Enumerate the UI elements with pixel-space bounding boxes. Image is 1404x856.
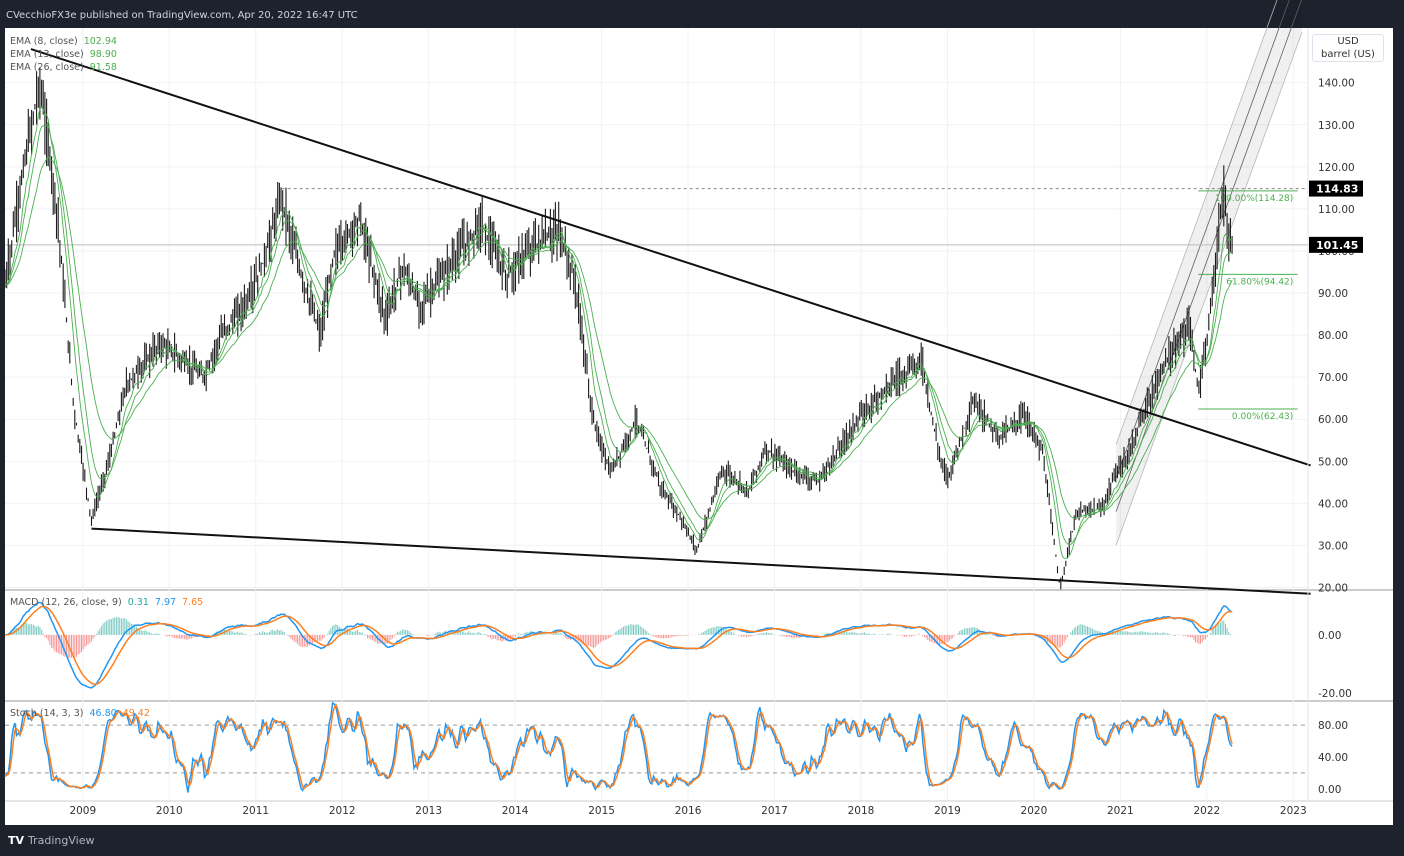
- macd-tick-label: 0.00: [1318, 630, 1341, 642]
- price-label: 114.83: [1316, 183, 1358, 196]
- macd-signal-value: 7.65: [182, 597, 204, 608]
- ema-8-value: 102.94: [83, 36, 117, 47]
- stoch-tick-label: 40.00: [1318, 752, 1348, 764]
- fib-level-label: 61.80%(94.42): [1226, 277, 1293, 287]
- ema-13-label: EMA (13, close): [10, 49, 84, 60]
- unit-name-label: barrel (US): [1321, 49, 1375, 60]
- stoch-k-value: 46.80: [89, 708, 117, 719]
- signal-line: [5, 605, 1233, 685]
- macd-tick-label: -20.00: [1318, 688, 1352, 700]
- stoch-d-value: 49.42: [122, 708, 150, 719]
- ema-legend-26: EMA (26, close) 91.58: [10, 61, 123, 74]
- y-tick-label: 120.00: [1318, 162, 1355, 174]
- price-label-box: [1309, 236, 1363, 253]
- regression-channel-line: [1115, 0, 1278, 445]
- fib-level-label: 0.00%(62.43): [1232, 412, 1293, 422]
- y-tick-label: 140.00: [1318, 78, 1355, 90]
- y-tick-label: 30.00: [1318, 540, 1348, 552]
- stoch-legend: Stoch (14, 3, 3) 46.80 49.42: [10, 708, 156, 719]
- y-tick-label: 130.00: [1318, 120, 1355, 132]
- stoch-legend-label: Stoch (14, 3, 3): [10, 708, 84, 719]
- ema-8-label: EMA (8, close): [10, 36, 78, 47]
- macd-legend: MACD (12, 26, close, 9) 0.31 7.97 7.65: [10, 597, 209, 608]
- brand-label: TradingView: [28, 834, 95, 847]
- x-tick-label: 2023: [1280, 805, 1307, 817]
- price-bars: [4, 67, 1233, 590]
- ema-26-label: EMA (26, close): [10, 62, 84, 73]
- ema-26-value: 91.58: [89, 62, 117, 73]
- y-tick-label: 70.00: [1318, 372, 1348, 384]
- tradingview-logo-mark: TV: [8, 834, 25, 847]
- ema-8-line: [4, 106, 1233, 559]
- y-tick-label: 50.00: [1318, 456, 1348, 468]
- stoch-tick-label: 80.00: [1318, 720, 1348, 732]
- macd-legend-label: MACD (12, 26, close, 9): [10, 597, 122, 608]
- x-tick-label: 2018: [848, 805, 875, 817]
- ema-13-line: [4, 124, 1233, 545]
- unit-label[interactable]: USD barrel (US): [1312, 34, 1384, 62]
- ema-legend-13: EMA (13, close) 98.90: [10, 48, 123, 61]
- ema-legend: EMA (8, close) 102.94 EMA (13, close) 98.9…: [10, 35, 123, 74]
- x-tick-label: 2009: [69, 805, 96, 817]
- trendline: [91, 527, 1311, 595]
- x-tick-label: 2019: [934, 805, 961, 817]
- stoch-tick-label: 0.00: [1318, 784, 1341, 796]
- publish-info: CVecchioFX3e published on TradingView.co…: [6, 10, 358, 21]
- y-tick-label: 40.00: [1318, 498, 1348, 510]
- x-tick-label: 2022: [1193, 805, 1220, 817]
- x-tick-label: 2020: [1021, 805, 1048, 817]
- ema-13-value: 98.90: [89, 49, 117, 60]
- stoch-d-line: [4, 703, 1233, 790]
- x-tick-label: 2013: [415, 805, 442, 817]
- y-tick-label: 60.00: [1318, 414, 1348, 426]
- macd-histogram-value: 0.31: [127, 597, 149, 608]
- trendline: [30, 48, 1311, 467]
- x-tick-label: 2021: [1107, 805, 1134, 817]
- price-label-box: [1309, 180, 1363, 197]
- y-tick-label: 110.00: [1318, 204, 1355, 216]
- publish-bar: CVecchioFX3e published on TradingView.co…: [0, 0, 1404, 28]
- x-tick-label: 2017: [761, 805, 788, 817]
- ema-26-line: [4, 156, 1233, 521]
- fib-level-label: 100.00%(114.28): [1215, 194, 1294, 204]
- x-tick-label: 2014: [502, 805, 529, 817]
- price-label: 101.45: [1316, 239, 1358, 252]
- x-tick-label: 2016: [675, 805, 702, 817]
- regression-channel-fill: [1116, 0, 1302, 546]
- x-tick-label: 2011: [242, 805, 269, 817]
- stoch-k-line: [4, 701, 1233, 793]
- y-tick-label: 20.00: [1318, 582, 1348, 594]
- ema-legend-8: EMA (8, close) 102.94: [10, 35, 123, 48]
- regression-channel-line: [1115, 32, 1303, 546]
- x-tick-label: 2015: [588, 805, 615, 817]
- regression-channel-line: [1115, 0, 1302, 512]
- chart-frame[interactable]: [5, 28, 1393, 825]
- x-tick-label: 2012: [329, 805, 356, 817]
- macd-line: [4, 601, 1233, 689]
- y-tick-label: 80.00: [1318, 330, 1348, 342]
- macd-value: 7.97: [154, 597, 177, 608]
- tradingview-logo[interactable]: TV TradingView: [8, 834, 95, 847]
- x-tick-label: 2010: [156, 805, 183, 817]
- y-tick-label: 90.00: [1318, 288, 1348, 300]
- currency-label: USD: [1337, 36, 1359, 47]
